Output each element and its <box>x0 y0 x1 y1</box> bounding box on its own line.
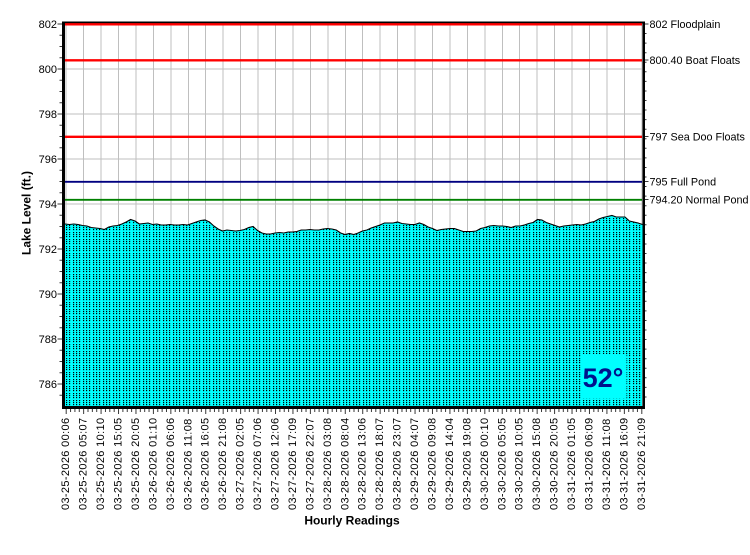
svg-text:03-26-2026 01:10: 03-26-2026 01:10 <box>147 418 159 510</box>
svg-text:796: 796 <box>39 154 57 166</box>
svg-text:03-29-2026 14:04: 03-29-2026 14:04 <box>444 418 456 510</box>
svg-text:03-27-2026 22:07: 03-27-2026 22:07 <box>304 418 316 510</box>
svg-text:03-30-2026 00:10: 03-30-2026 00:10 <box>479 418 491 510</box>
svg-text:795 Full Pond: 795 Full Pond <box>650 177 717 189</box>
svg-text:03-26-2026 06:06: 03-26-2026 06:06 <box>165 418 177 510</box>
svg-text:03-31-2026 21:09: 03-31-2026 21:09 <box>636 418 648 510</box>
svg-text:03-28-2026 13:06: 03-28-2026 13:06 <box>357 418 369 510</box>
svg-text:03-29-2026 04:07: 03-29-2026 04:07 <box>409 418 421 510</box>
svg-text:03-28-2026 18:07: 03-28-2026 18:07 <box>374 418 386 510</box>
svg-text:03-25-2026 20:05: 03-25-2026 20:05 <box>130 418 142 510</box>
svg-text:788: 788 <box>39 334 57 346</box>
svg-text:802: 802 <box>39 19 57 31</box>
svg-text:03-27-2026 12:06: 03-27-2026 12:06 <box>270 418 282 510</box>
svg-text:03-28-2026 23:07: 03-28-2026 23:07 <box>392 418 404 510</box>
svg-text:786: 786 <box>39 379 57 391</box>
svg-text:794.20 Normal Pond: 794.20 Normal Pond <box>650 195 749 207</box>
svg-text:797 Sea Doo Floats: 797 Sea Doo Floats <box>650 132 746 144</box>
svg-text:52°: 52° <box>583 363 624 393</box>
svg-text:794: 794 <box>39 199 57 211</box>
svg-text:03-28-2026 08:04: 03-28-2026 08:04 <box>339 418 351 510</box>
svg-text:03-27-2026 07:06: 03-27-2026 07:06 <box>252 418 264 510</box>
svg-text:790: 790 <box>39 289 57 301</box>
svg-text:Hourly Readings: Hourly Readings <box>304 514 400 528</box>
svg-text:800.40 Boat Floats: 800.40 Boat Floats <box>650 55 741 67</box>
svg-text:03-26-2026 16:05: 03-26-2026 16:05 <box>200 418 212 510</box>
svg-text:798: 798 <box>39 109 57 121</box>
svg-text:03-26-2026 11:08: 03-26-2026 11:08 <box>182 418 194 510</box>
svg-text:03-30-2026 20:05: 03-30-2026 20:05 <box>549 418 561 510</box>
svg-text:03-26-2026 21:08: 03-26-2026 21:08 <box>217 418 229 510</box>
svg-text:03-25-2026 05:07: 03-25-2026 05:07 <box>78 418 90 510</box>
svg-text:Lake Level (ft.): Lake Level (ft.) <box>20 171 34 255</box>
svg-text:03-31-2026 11:08: 03-31-2026 11:08 <box>601 418 613 510</box>
svg-text:03-29-2026 09:08: 03-29-2026 09:08 <box>426 418 438 510</box>
svg-text:792: 792 <box>39 244 57 256</box>
svg-text:800: 800 <box>39 64 57 76</box>
svg-text:03-31-2026 01:05: 03-31-2026 01:05 <box>566 418 578 510</box>
svg-text:03-29-2026 19:08: 03-29-2026 19:08 <box>461 418 473 510</box>
svg-text:03-25-2026 00:06: 03-25-2026 00:06 <box>60 418 72 510</box>
svg-text:03-25-2026 10:10: 03-25-2026 10:10 <box>95 418 107 510</box>
svg-text:03-30-2026 15:08: 03-30-2026 15:08 <box>531 418 543 510</box>
svg-text:03-31-2026 16:09: 03-31-2026 16:09 <box>618 418 630 510</box>
svg-text:03-30-2026 05:05: 03-30-2026 05:05 <box>496 418 508 510</box>
svg-text:03-27-2026 17:09: 03-27-2026 17:09 <box>287 418 299 510</box>
svg-text:03-30-2026 10:05: 03-30-2026 10:05 <box>514 418 526 510</box>
svg-text:03-31-2026 06:09: 03-31-2026 06:09 <box>583 418 595 510</box>
svg-text:03-25-2026 15:05: 03-25-2026 15:05 <box>113 418 125 510</box>
svg-text:03-27-2026 02:05: 03-27-2026 02:05 <box>235 418 247 510</box>
svg-text:802 Floodplain: 802 Floodplain <box>650 19 721 31</box>
svg-text:03-28-2026 03:08: 03-28-2026 03:08 <box>322 418 334 510</box>
